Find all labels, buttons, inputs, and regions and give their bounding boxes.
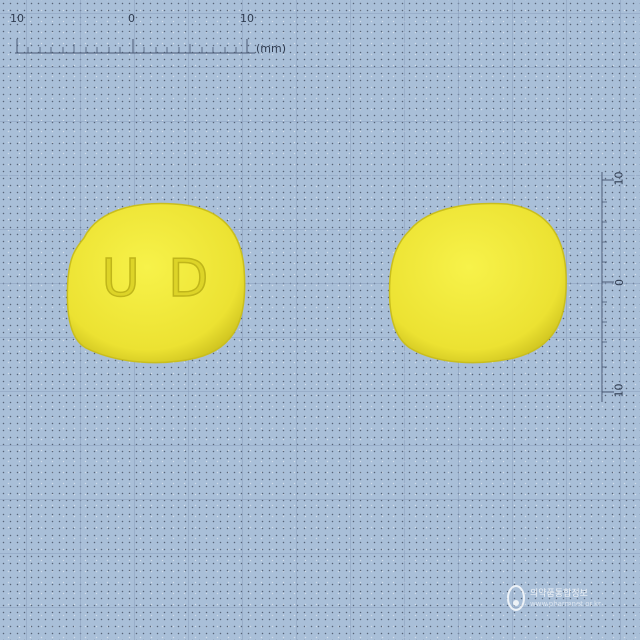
pill-imprint: U D: [102, 249, 215, 309]
top-ruler-label-left: 10: [10, 12, 24, 25]
right-ruler-label-zero: 0: [613, 279, 626, 286]
right-ruler-label-bottom: 10: [612, 383, 626, 398]
watermark: 의약품통합정보 www.pharmnet.or.kr: [506, 582, 636, 622]
right-ruler-label-top: 10: [612, 171, 626, 186]
top-ruler-unit: (mm): [256, 42, 287, 55]
top-ruler: [15, 39, 255, 54]
right-ruler: [601, 172, 614, 402]
pill-back: [388, 202, 567, 364]
top-ruler-label-zero: 0: [128, 12, 135, 25]
watermark-name: 의약품통합정보: [530, 589, 588, 599]
watermark-url: www.pharmnet.or.kr: [530, 600, 601, 608]
top-ruler-label-right: 10: [240, 12, 254, 25]
watermark-logo-icon: [507, 585, 525, 611]
pill-front: U D: [66, 202, 246, 364]
